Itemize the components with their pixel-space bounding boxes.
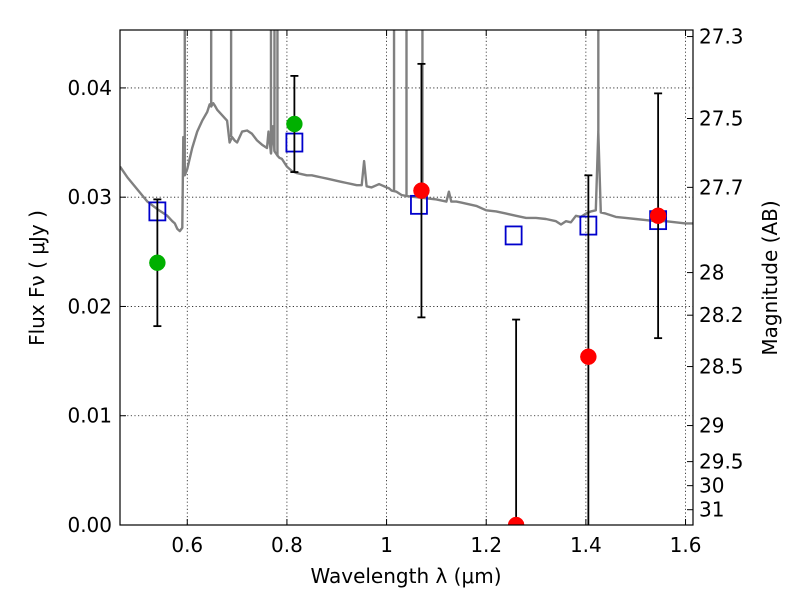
photometry-point [507, 516, 525, 525]
right-tick-label: 29.5 [699, 450, 744, 474]
axis-ticks: 0.6 0.8 1 1.2 1.4 1.6 0.00 0.01 0.02 0.03 0.04 27.3… [67, 25, 743, 557]
right-tick-label: 28.2 [699, 303, 744, 327]
photometry-point [286, 115, 303, 133]
model-spectrum-line [120, 101, 693, 233]
x-tick-label: 0.6 [171, 533, 203, 557]
y-tick-label: 0.00 [67, 513, 112, 537]
x-tick-label: 1.4 [570, 533, 602, 557]
photometry-point [413, 182, 430, 199]
x-tick-label: 0.8 [271, 533, 303, 557]
plot-frame [119, 29, 694, 526]
y-tick-label: 0.04 [67, 76, 112, 100]
model-band-square [504, 225, 523, 246]
spectrum-layer [120, 30, 693, 233]
right-tick-label: 31 [699, 498, 724, 522]
x-tick-label: 1.6 [670, 533, 702, 557]
y-tick-label: 0.01 [67, 404, 112, 428]
photometry-point [649, 207, 667, 225]
marker-layer [148, 62, 668, 525]
photometry-point [580, 348, 597, 365]
y-axis-label: Flux Fν ( μJy ) [25, 210, 49, 346]
right-tick-label: 27.5 [699, 107, 744, 131]
x-tick-label: 1.2 [470, 533, 502, 557]
x-tick-label: 1 [380, 533, 393, 557]
right-tick-label: 27.3 [699, 25, 744, 49]
y-tick-label: 0.03 [67, 185, 112, 209]
right-tick-label: 30 [699, 474, 724, 498]
y-tick-label: 0.02 [67, 294, 112, 318]
right-tick-label: 28 [699, 261, 724, 285]
x-axis-label: Wavelength λ (μm) [310, 564, 501, 588]
right-tick-label: 27.7 [699, 175, 744, 199]
photometry-point [149, 254, 166, 271]
right-tick-label: 28.5 [699, 355, 744, 379]
right-y-axis-label: Magnitude (AB) [758, 200, 782, 355]
right-tick-label: 29 [699, 414, 724, 438]
